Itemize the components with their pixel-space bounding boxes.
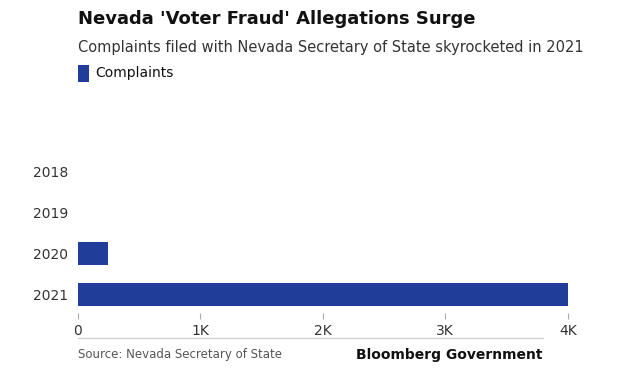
Text: Complaints: Complaints — [95, 66, 173, 79]
Text: Complaints filed with Nevada Secretary of State skyrocketed in 2021: Complaints filed with Nevada Secretary o… — [78, 40, 583, 55]
Text: Source: Nevada Secretary of State: Source: Nevada Secretary of State — [78, 348, 281, 361]
Text: Nevada 'Voter Fraud' Allegations Surge: Nevada 'Voter Fraud' Allegations Surge — [78, 10, 475, 28]
Text: Bloomberg Government: Bloomberg Government — [356, 348, 542, 362]
Bar — [78, 242, 108, 265]
Bar — [78, 283, 568, 306]
